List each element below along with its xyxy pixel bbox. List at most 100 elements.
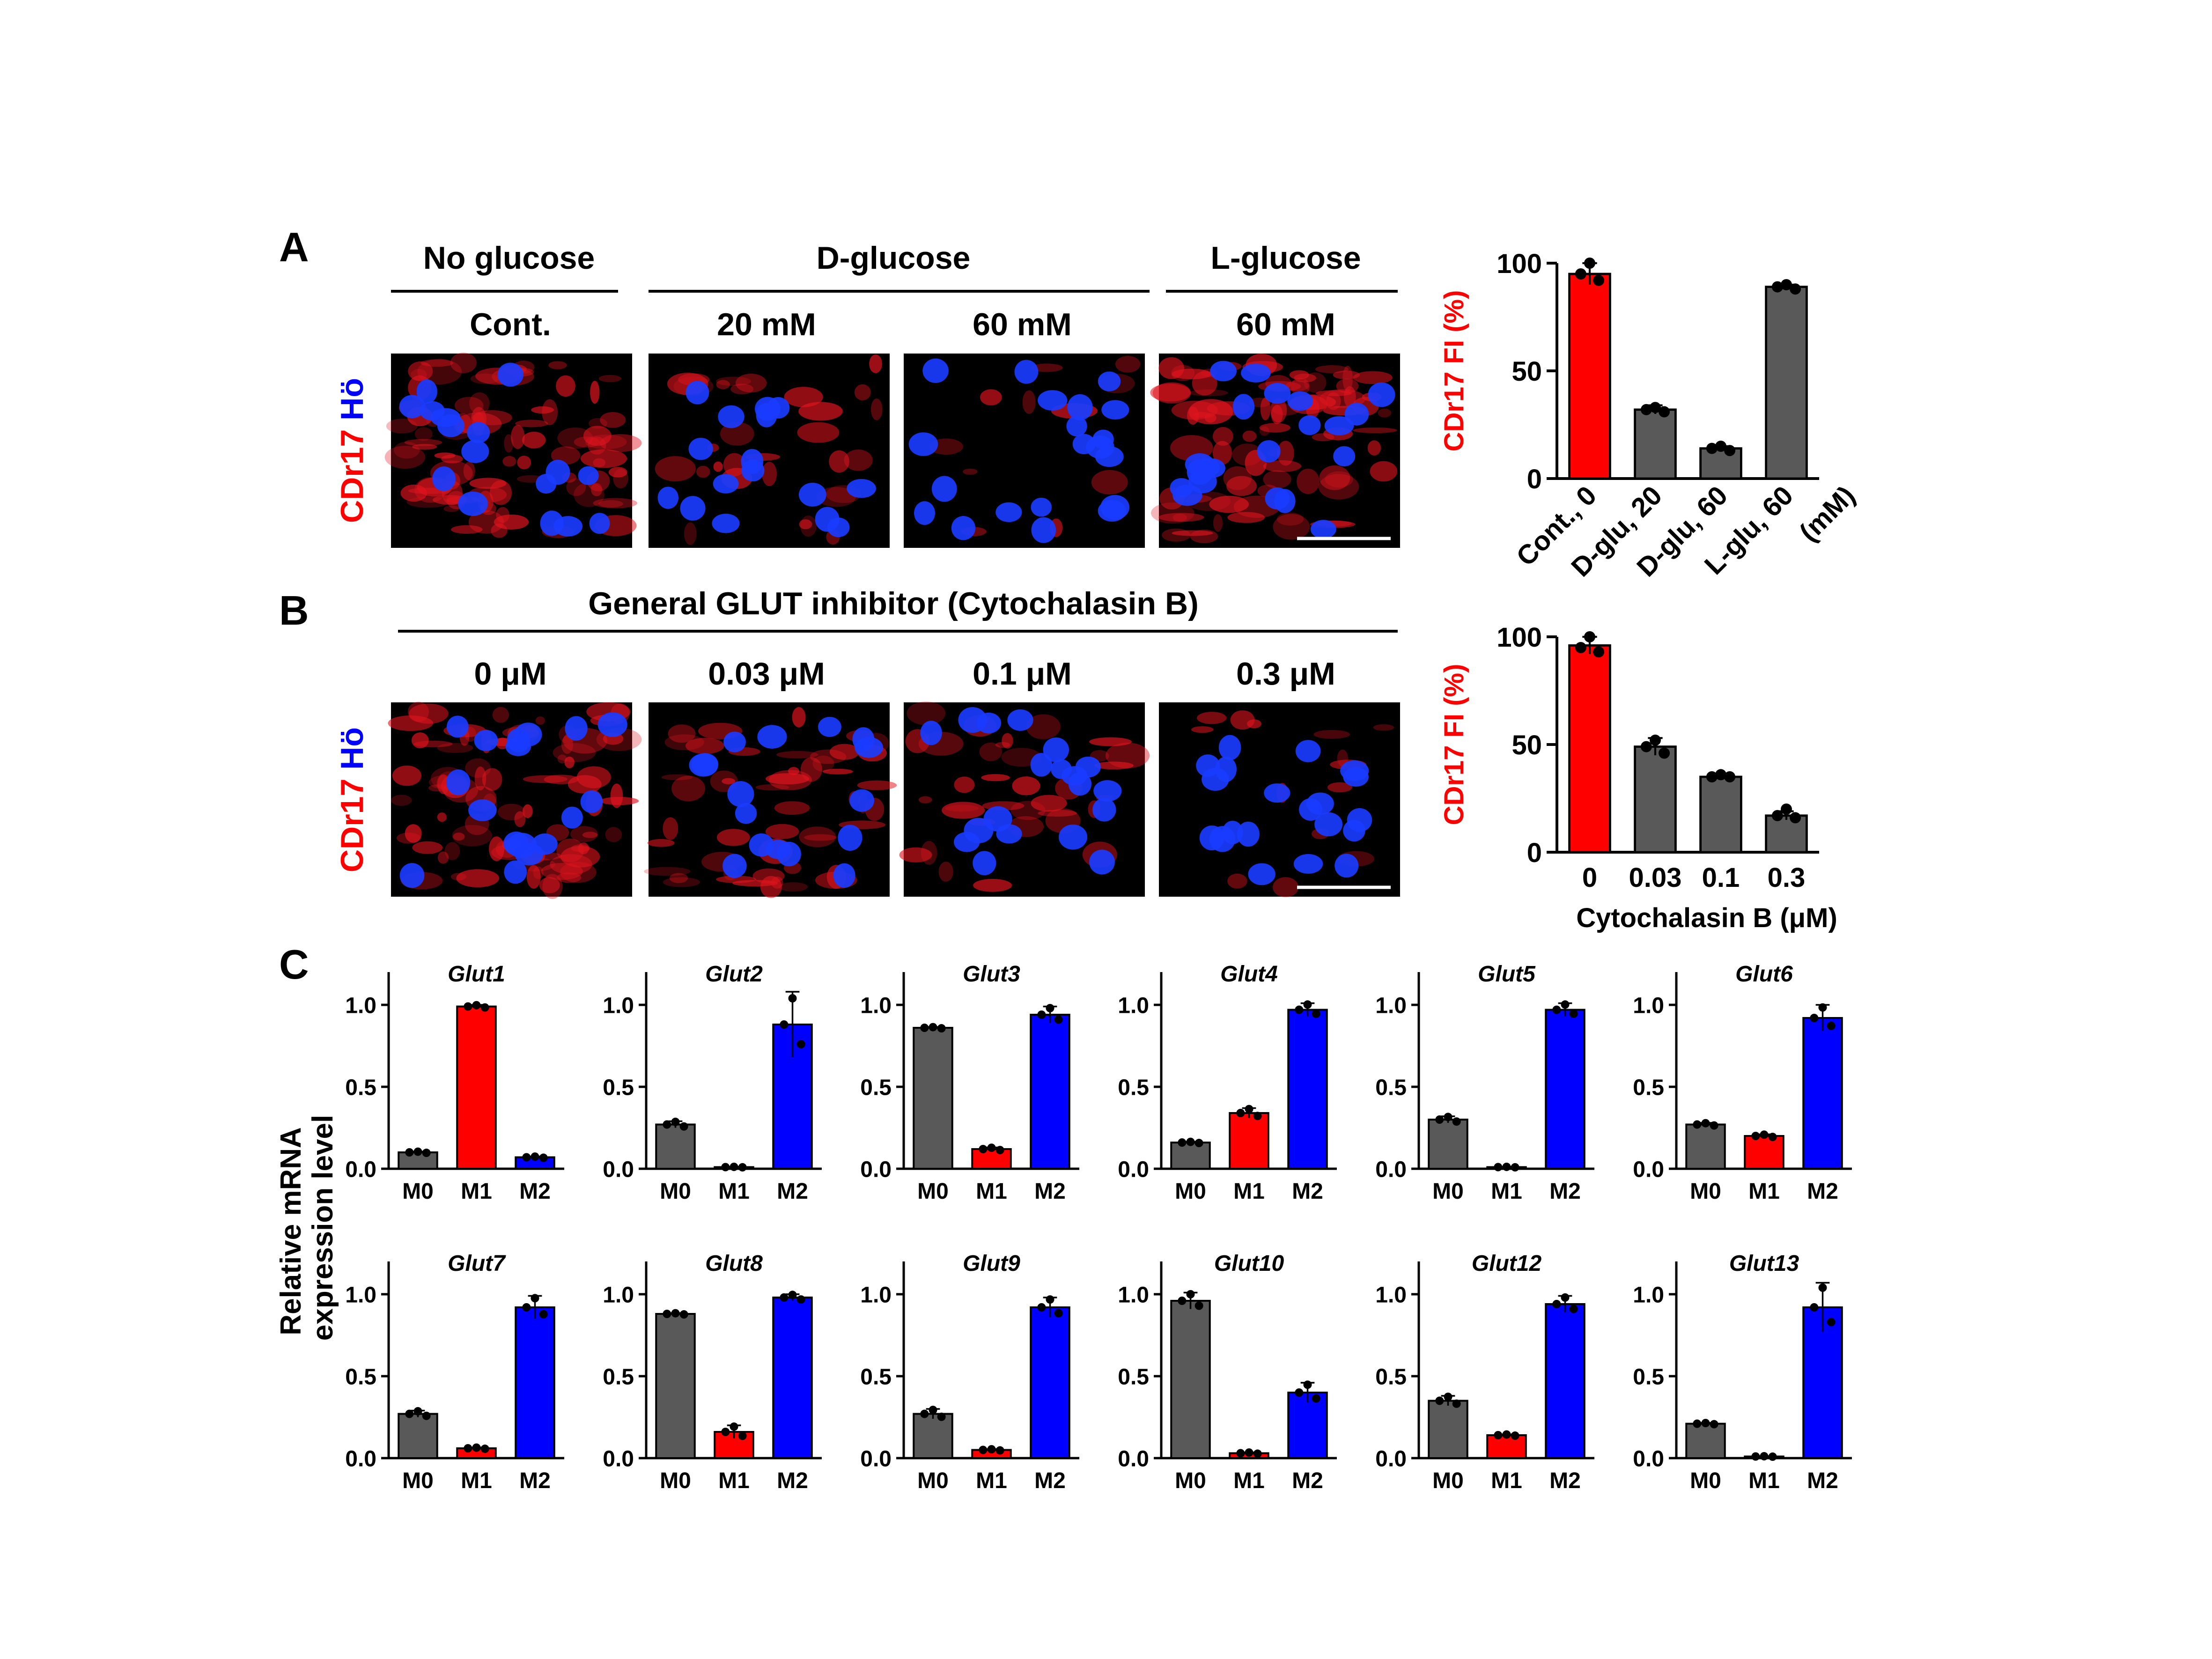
cytoplasm-signal: [696, 465, 710, 478]
cytoplasm-signal: [408, 361, 433, 381]
chart-title: Glut8: [705, 1251, 763, 1276]
group-label-l-glucose: L-glucose: [1210, 240, 1361, 276]
nucleus: [723, 854, 747, 878]
nucleus: [908, 432, 938, 456]
nucleus: [1347, 808, 1372, 832]
cytoplasm-signal: [1343, 386, 1356, 408]
data-point: [1693, 1120, 1702, 1129]
cytoplasm-signal: [722, 778, 735, 784]
bar-m2: [772, 1297, 813, 1459]
cytoplasm-signal: [515, 420, 548, 428]
data-point: [1569, 1305, 1578, 1313]
nucleus: [827, 517, 850, 538]
nucleus: [1092, 798, 1116, 822]
cytoplasm-signal: [526, 865, 541, 889]
cytoplasm-signal: [560, 862, 597, 883]
chart-title: Glut5: [1478, 962, 1536, 987]
cytoplasm-signal: [669, 873, 688, 883]
x-tick-label: M1: [976, 1179, 1007, 1204]
data-point: [472, 1443, 481, 1452]
chart-glut10: 0.0 0.5 1.0 M0 M1 M2 Glut10: [1118, 1251, 1337, 1493]
data-point: [979, 1445, 988, 1454]
y-tick-label: 0.0: [345, 1157, 376, 1182]
nucleus: [1172, 485, 1202, 506]
data-point: [1561, 1293, 1570, 1302]
cytoplasm-signal: [450, 353, 477, 373]
data-point: [539, 1153, 548, 1162]
data-point: [422, 1149, 431, 1158]
condition-label-a-4: 60 mM: [1236, 307, 1335, 342]
data-point: [1790, 283, 1801, 295]
nucleus: [399, 863, 425, 888]
data-point: [1186, 1290, 1195, 1298]
data-point: [1295, 1388, 1304, 1397]
y-tick-label: 1.0: [603, 993, 634, 1018]
cytoplasm-signal: [489, 480, 512, 505]
chart-glut12: 0.0 0.5 1.0 M0 M1 M2 Glut12: [1375, 1251, 1594, 1493]
data-point: [422, 1411, 431, 1420]
nucleus: [951, 516, 976, 540]
data-point: [1253, 1449, 1262, 1458]
cytoplasm-signal: [470, 373, 500, 384]
y-tick-label: 1.0: [345, 1283, 376, 1307]
y-tick-label: 1.0: [1633, 993, 1664, 1018]
cytoplasm-signal: [412, 444, 437, 450]
cytoplasm-signal: [1191, 726, 1214, 733]
data-point: [522, 1153, 531, 1162]
bar-m1: [1486, 1434, 1527, 1459]
y-tick-label: 1.0: [1118, 993, 1149, 1018]
nucleus: [1215, 756, 1237, 782]
data-point: [780, 1020, 789, 1029]
data-point: [1303, 1000, 1312, 1009]
data-point: [480, 1003, 489, 1012]
cytoplasm-signal: [1353, 371, 1393, 384]
bar-m0: [913, 1027, 953, 1170]
nucleus: [1101, 400, 1129, 420]
y-tick-label: 0.5: [860, 1075, 892, 1100]
cytoplasm-signal: [472, 410, 512, 426]
bar-d-glu-60: [1699, 447, 1742, 480]
data-point: [1810, 1303, 1819, 1312]
cytoplasm-signal: [661, 774, 693, 781]
cytoplasm-signal: [1373, 724, 1394, 731]
data-point: [1046, 1295, 1054, 1304]
cytoplasm-signal: [456, 869, 499, 887]
chart-title: Glut10: [1214, 1251, 1284, 1276]
chart-title: Glut7: [448, 1251, 506, 1276]
group-label-no-glucose: No glucose: [423, 240, 595, 276]
data-point: [1444, 1393, 1453, 1401]
cytoplasm-signal: [1172, 530, 1213, 536]
x-tick-label: M2: [777, 1179, 808, 1204]
cytoplasm-signal: [1260, 426, 1269, 436]
cytoplasm-signal: [1209, 495, 1249, 513]
nucleus: [504, 860, 527, 884]
bar-m2: [1545, 1009, 1585, 1170]
nucleus: [536, 474, 557, 494]
cytoplasm-signal: [938, 862, 953, 882]
nucleus: [420, 401, 445, 421]
x-unit-label: (mM): [1793, 480, 1861, 547]
y-tick-label: 0.0: [1118, 1157, 1149, 1182]
cytoplasm-signal: [655, 456, 696, 482]
data-point: [1781, 279, 1792, 290]
cytoplasm-signal: [386, 419, 418, 434]
y-tick-label: 1.0: [860, 1283, 892, 1307]
cytoplasm-signal: [1259, 423, 1290, 433]
nucleus: [468, 799, 497, 821]
cytoplasm-signal: [504, 434, 514, 453]
cytoplasm-signal: [585, 435, 627, 450]
nucleus: [914, 501, 935, 525]
nucleus: [497, 362, 524, 387]
nucleus: [1218, 735, 1241, 760]
data-point: [1253, 1112, 1262, 1121]
cytoplasm-signal: [564, 756, 575, 768]
nucleus: [854, 737, 883, 758]
cytoplasm-signal: [1353, 427, 1397, 434]
data-point: [1511, 1163, 1519, 1172]
data-point: [721, 1428, 730, 1436]
x-tick-label: M0: [1175, 1468, 1206, 1493]
bar-m0: [1685, 1123, 1726, 1170]
data-point: [1751, 1132, 1760, 1140]
nucleus: [749, 833, 774, 857]
cytoplasm-signal: [762, 462, 777, 487]
